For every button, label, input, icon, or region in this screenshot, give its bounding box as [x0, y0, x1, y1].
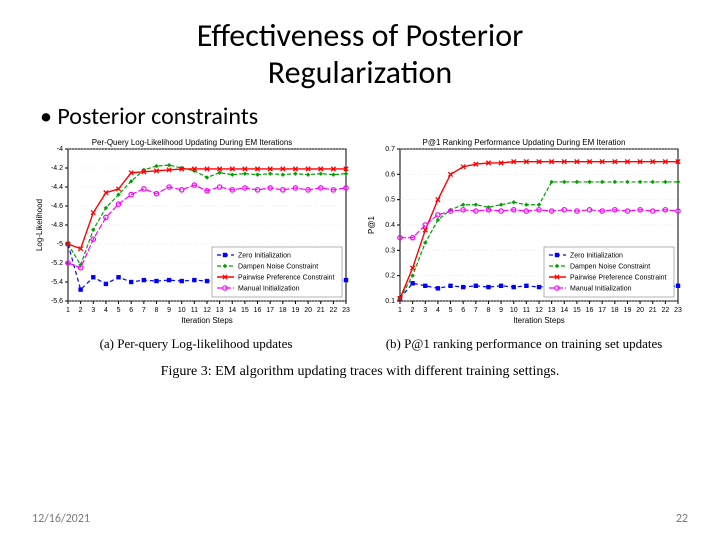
svg-text:20: 20: [636, 307, 644, 314]
svg-text:Pairwise Preference Constraint: Pairwise Preference Constraint: [238, 274, 335, 281]
chart-left-wrap: Per-Query Log-Likelihood Updating During…: [32, 135, 356, 330]
svg-text:6: 6: [461, 307, 465, 314]
svg-text:11: 11: [191, 307, 198, 314]
svg-text:-4.4: -4.4: [51, 184, 63, 191]
svg-text:10: 10: [178, 307, 186, 314]
footer-page-number: 22: [676, 512, 688, 526]
svg-text:11: 11: [523, 307, 530, 314]
svg-text:22: 22: [329, 307, 337, 314]
svg-text:21: 21: [317, 307, 325, 314]
svg-text:Dampen Noise Constraint: Dampen Noise Constraint: [570, 263, 650, 270]
subcaption-b: (b) P@1 ranking performance on training …: [360, 336, 688, 352]
svg-text:P@1: P@1: [367, 215, 376, 233]
bullet-posterior-constraints: Posterior constraints: [40, 102, 688, 131]
svg-text:7: 7: [142, 307, 146, 314]
svg-text:P@1 Ranking Performance Updati: P@1 Ranking Performance Updating During …: [423, 138, 626, 147]
svg-text:0.4: 0.4: [385, 222, 395, 229]
svg-text:Zero Initialization: Zero Initialization: [238, 252, 291, 259]
svg-text:0.2: 0.2: [385, 272, 395, 279]
subcaption-a: (a) Per-query Log-likelihood updates: [32, 336, 360, 352]
chart-left: Per-Query Log-Likelihood Updating During…: [32, 135, 352, 325]
svg-text:0.3: 0.3: [385, 247, 395, 254]
svg-text:-4: -4: [57, 146, 63, 153]
svg-text:3: 3: [91, 307, 95, 314]
svg-text:5: 5: [117, 307, 121, 314]
svg-text:-5.6: -5.6: [51, 298, 63, 305]
svg-text:-4.2: -4.2: [51, 165, 63, 172]
svg-text:23: 23: [674, 307, 682, 314]
slide-footer: 12/16/2021 22: [32, 512, 688, 526]
svg-text:9: 9: [167, 307, 171, 314]
svg-text:10: 10: [510, 307, 518, 314]
svg-text:Dampen Noise Constraint: Dampen Noise Constraint: [238, 263, 318, 270]
svg-text:0.1: 0.1: [385, 298, 395, 305]
svg-text:0.5: 0.5: [385, 196, 395, 203]
svg-text:14: 14: [228, 307, 236, 314]
svg-text:6: 6: [129, 307, 133, 314]
svg-text:4: 4: [436, 307, 440, 314]
svg-text:12: 12: [203, 307, 211, 314]
figure-caption: Figure 3: EM algorithm updating traces w…: [32, 364, 688, 380]
svg-text:Iteration Steps: Iteration Steps: [181, 316, 233, 325]
svg-text:-5.4: -5.4: [51, 279, 63, 286]
svg-text:21: 21: [649, 307, 657, 314]
svg-text:18: 18: [611, 307, 619, 314]
svg-text:Zero Initialization: Zero Initialization: [570, 252, 623, 259]
svg-text:16: 16: [254, 307, 262, 314]
svg-text:Iteration Steps: Iteration Steps: [513, 316, 565, 325]
svg-text:-4.6: -4.6: [51, 203, 63, 210]
svg-text:4: 4: [104, 307, 108, 314]
svg-text:8: 8: [487, 307, 491, 314]
svg-text:0.7: 0.7: [385, 146, 395, 153]
svg-text:15: 15: [573, 307, 581, 314]
svg-text:14: 14: [560, 307, 568, 314]
svg-text:19: 19: [292, 307, 300, 314]
svg-text:13: 13: [548, 307, 556, 314]
charts-row: Per-Query Log-Likelihood Updating During…: [32, 135, 688, 330]
svg-text:20: 20: [304, 307, 312, 314]
svg-text:17: 17: [266, 307, 274, 314]
svg-text:Pairwise Preference Constraint: Pairwise Preference Constraint: [570, 274, 667, 281]
svg-text:23: 23: [342, 307, 350, 314]
svg-text:19: 19: [624, 307, 632, 314]
svg-text:5: 5: [449, 307, 453, 314]
svg-text:3: 3: [423, 307, 427, 314]
svg-text:9: 9: [499, 307, 503, 314]
svg-text:2: 2: [79, 307, 83, 314]
chart-right: P@1 Ranking Performance Updating During …: [364, 135, 684, 325]
subcaptions-row: (a) Per-query Log-likelihood updates (b)…: [32, 334, 688, 352]
svg-text:2: 2: [411, 307, 415, 314]
svg-text:1: 1: [66, 307, 70, 314]
svg-text:-5: -5: [57, 241, 63, 248]
footer-date: 12/16/2021: [32, 512, 90, 526]
svg-text:16: 16: [586, 307, 594, 314]
svg-text:Manual Initialization: Manual Initialization: [570, 285, 632, 292]
slide-title: Effectiveness of Posterior Regularizatio…: [32, 18, 688, 92]
svg-text:22: 22: [661, 307, 669, 314]
svg-text:13: 13: [216, 307, 224, 314]
title-line-2: Regularization: [268, 53, 452, 92]
svg-text:18: 18: [279, 307, 287, 314]
title-line-1: Effectiveness of Posterior: [197, 16, 523, 55]
svg-text:17: 17: [598, 307, 606, 314]
svg-text:-4.8: -4.8: [51, 222, 63, 229]
chart-right-wrap: P@1 Ranking Performance Updating During …: [364, 135, 688, 330]
svg-text:1: 1: [398, 307, 402, 314]
svg-text:12: 12: [535, 307, 543, 314]
svg-text:Manual Initialization: Manual Initialization: [238, 285, 300, 292]
svg-text:0.6: 0.6: [385, 171, 395, 178]
svg-text:Per-Query Log-Likelihood Updat: Per-Query Log-Likelihood Updating During…: [92, 138, 293, 147]
svg-text:-5.2: -5.2: [51, 260, 63, 267]
svg-text:7: 7: [474, 307, 478, 314]
svg-text:Log-Likelihood: Log-Likelihood: [35, 199, 44, 251]
svg-text:8: 8: [155, 307, 159, 314]
svg-text:15: 15: [241, 307, 249, 314]
